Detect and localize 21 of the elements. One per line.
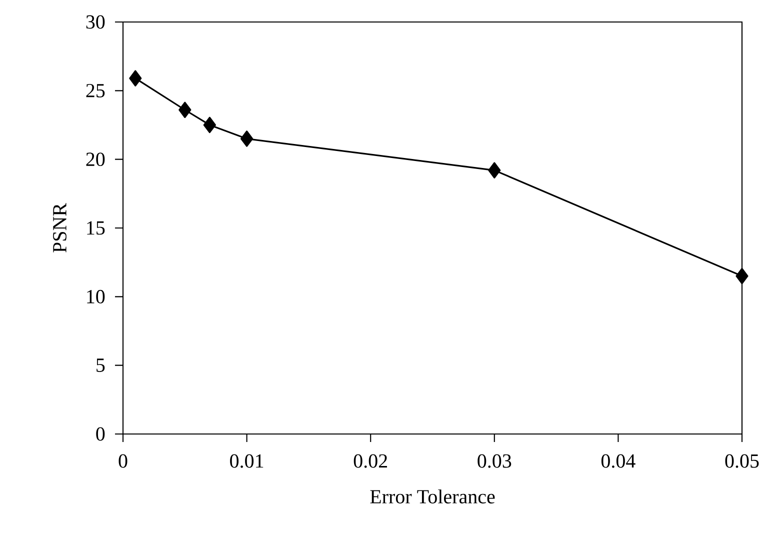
x-tick-label: 0.01 [230,454,264,468]
point [240,130,254,147]
y-tick-label: 30 [86,15,105,29]
y-tick-label: 10 [87,290,105,304]
point [488,162,501,178]
y-tick-label: 20 [86,152,105,166]
y-tick-label: 15 [87,221,105,235]
x-tick-label: 0 [118,454,128,468]
point [129,70,142,86]
x-axis-title: Error Tolerance [370,489,495,504]
y-tick-label: 25 [86,84,105,98]
point [736,268,748,284]
x-tick-label: 0.04 [601,454,636,468]
x-tick-label: 0.02 [354,454,387,468]
y-axis-title: PSNR [53,203,66,252]
x-tick-label: 0.05 [725,454,759,468]
point [178,102,192,118]
x-tick-label: 0.03 [478,454,512,468]
point [203,116,216,134]
y-tick-label: 5 [96,358,105,372]
y-tick-label: 0 [96,427,105,441]
